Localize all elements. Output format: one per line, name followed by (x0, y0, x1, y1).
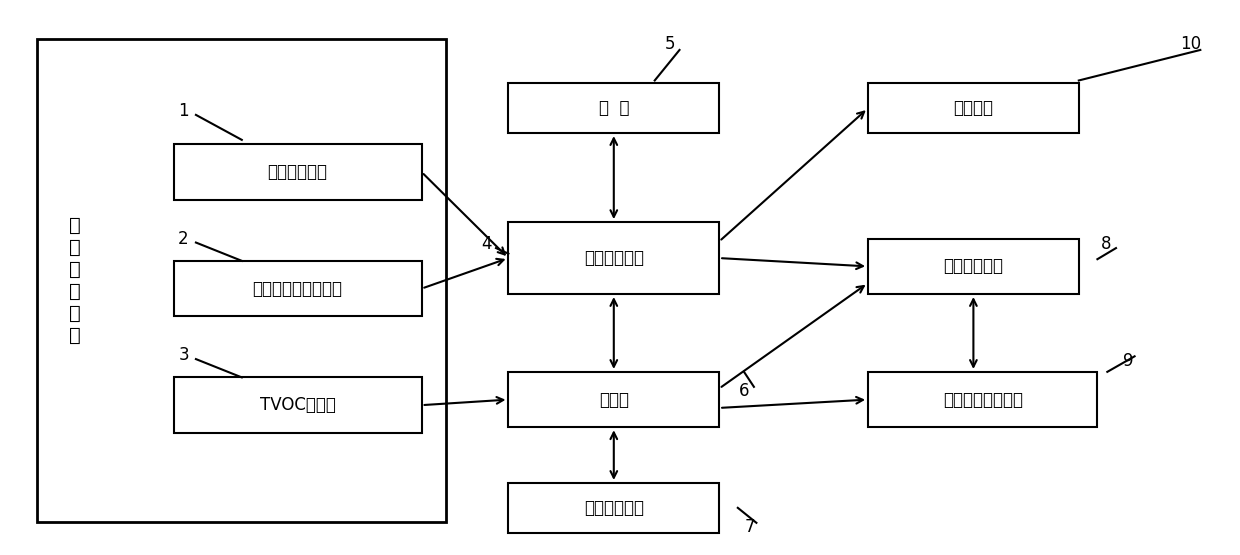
Text: TVOC传感器: TVOC传感器 (259, 396, 336, 414)
Text: 5: 5 (665, 36, 675, 53)
Bar (868, 239, 1079, 294)
Text: 10: 10 (1179, 36, 1202, 53)
Text: 空气净化组件: 空气净化组件 (584, 499, 644, 517)
Text: 负氧离子发射单元: 负氧离子发射单元 (942, 391, 1023, 408)
Text: 2: 2 (179, 230, 188, 248)
Text: 6: 6 (739, 382, 749, 400)
Text: 3: 3 (179, 346, 188, 364)
Text: 9: 9 (1123, 352, 1133, 370)
Bar (508, 83, 719, 133)
Text: 负氧离子浓度传感器: 负氧离子浓度传感器 (253, 280, 342, 297)
Text: 核心系统模块: 核心系统模块 (584, 249, 644, 267)
Text: 手机终端: 手机终端 (954, 99, 993, 117)
Bar (174, 144, 422, 200)
Text: 4: 4 (481, 235, 491, 253)
Text: 8: 8 (1101, 235, 1111, 253)
Bar (508, 222, 719, 294)
Text: 温湿度传感器: 温湿度传感器 (268, 163, 327, 181)
Bar (868, 83, 1079, 133)
Text: 继电器: 继电器 (599, 391, 629, 408)
Text: 空
气
检
测
模
块: 空 气 检 测 模 块 (68, 216, 81, 345)
Text: 1: 1 (179, 102, 188, 120)
Text: 7: 7 (745, 518, 755, 536)
Bar (174, 261, 422, 316)
Bar (37, 39, 446, 522)
Bar (508, 372, 719, 427)
Bar (508, 483, 719, 533)
Bar (174, 377, 422, 433)
Bar (868, 372, 1097, 427)
Text: 负高压发生器: 负高压发生器 (944, 258, 1003, 275)
Text: 电  源: 电 源 (599, 99, 629, 117)
